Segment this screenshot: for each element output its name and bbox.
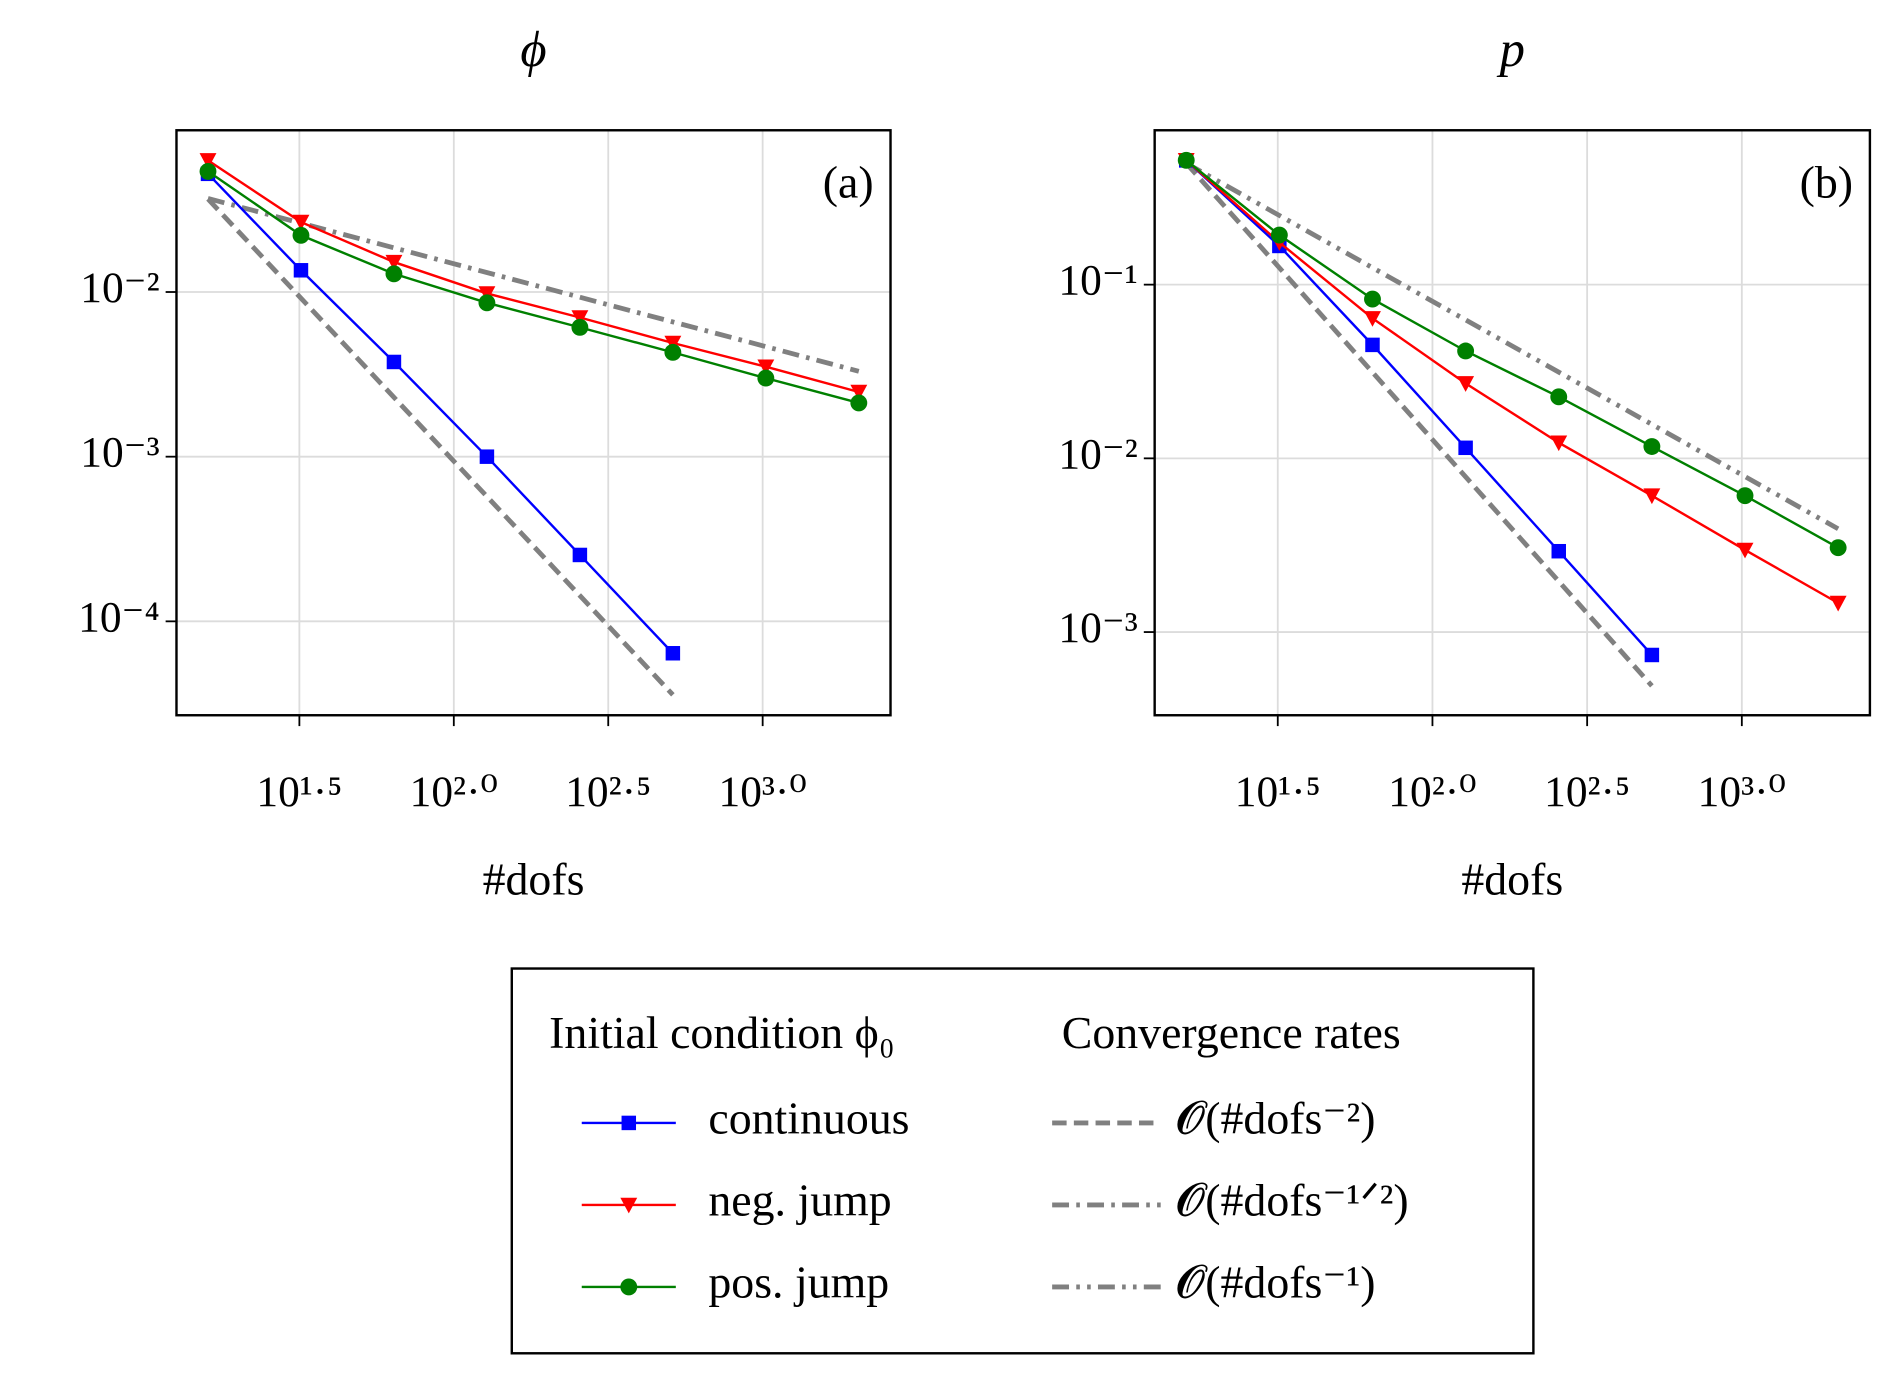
marker bbox=[572, 547, 588, 563]
legend-label: neg. jump bbox=[708, 1174, 891, 1225]
series-line bbox=[207, 196, 860, 374]
legend-label: 𝓞(#dofs⁻²) bbox=[1176, 1092, 1375, 1143]
series-line bbox=[1185, 159, 1653, 656]
x-tick-label: 10²·⁵ bbox=[1544, 768, 1630, 816]
marker bbox=[1270, 226, 1288, 244]
series-line bbox=[207, 159, 860, 394]
y-tick-label: 10⁻⁴ bbox=[78, 593, 159, 641]
series-line bbox=[207, 172, 674, 655]
marker bbox=[479, 449, 495, 464]
marker bbox=[1736, 487, 1754, 505]
y-tick-label: 10⁻¹ bbox=[1058, 257, 1137, 305]
marker bbox=[571, 318, 589, 336]
x-tick-label: 10³·⁰ bbox=[719, 768, 807, 816]
x-tick-label: 10³·⁰ bbox=[1698, 768, 1786, 816]
marker bbox=[757, 359, 775, 376]
marker bbox=[620, 1197, 638, 1214]
marker bbox=[292, 214, 310, 231]
marker bbox=[1550, 388, 1568, 406]
legend-label: 𝓞(#dofs⁻¹) bbox=[1176, 1256, 1375, 1307]
legend-label: 𝓞(#dofs⁻¹ᐟ²) bbox=[1176, 1174, 1408, 1225]
legend-label: continuous bbox=[708, 1092, 909, 1143]
chart-title: ϕ bbox=[520, 21, 546, 77]
marker bbox=[571, 310, 589, 326]
legend-box bbox=[510, 967, 1535, 1355]
marker bbox=[1550, 435, 1568, 452]
marker bbox=[199, 153, 217, 169]
marker bbox=[664, 335, 682, 352]
legend-label: pos. jump bbox=[708, 1256, 889, 1307]
legend-title: Convergence rates bbox=[1062, 1007, 1401, 1058]
marker bbox=[1644, 647, 1660, 663]
marker bbox=[1457, 376, 1475, 392]
x-tick-label: 10²·⁰ bbox=[410, 768, 498, 816]
marker bbox=[1829, 539, 1847, 557]
marker bbox=[1364, 311, 1381, 327]
series-line bbox=[207, 170, 860, 405]
panel-label: (a) bbox=[823, 156, 874, 207]
marker bbox=[385, 265, 403, 283]
x-tick-label: 10²·⁰ bbox=[1388, 768, 1476, 816]
marker bbox=[1829, 595, 1847, 612]
plot-frame bbox=[175, 129, 892, 717]
y-tick-label: 10⁻² bbox=[1058, 430, 1137, 478]
marker bbox=[1457, 342, 1475, 360]
marker bbox=[850, 394, 868, 412]
x-tick-label: 10²·⁵ bbox=[565, 768, 651, 816]
marker bbox=[1177, 151, 1195, 169]
x-tick-label: 10¹·⁵ bbox=[256, 768, 342, 816]
marker bbox=[620, 1278, 638, 1296]
series-line bbox=[1184, 161, 1654, 688]
marker bbox=[1736, 542, 1754, 559]
marker bbox=[621, 1115, 637, 1131]
plot-frame bbox=[1153, 129, 1872, 717]
panel-label: (b) bbox=[1800, 156, 1853, 207]
x-axis-label: #dofs bbox=[483, 854, 585, 905]
marker bbox=[385, 254, 403, 271]
marker bbox=[1643, 438, 1661, 455]
marker bbox=[1643, 488, 1661, 505]
series-line bbox=[1185, 159, 1839, 605]
series-line bbox=[1185, 161, 1840, 531]
series-line bbox=[1185, 159, 1839, 549]
marker bbox=[665, 646, 681, 661]
marker bbox=[386, 354, 402, 370]
y-tick-label: 10⁻³ bbox=[1058, 604, 1137, 652]
legend-title: Initial condition ϕ₀ bbox=[549, 1007, 895, 1058]
marker bbox=[292, 226, 310, 244]
marker bbox=[478, 294, 496, 312]
marker bbox=[1458, 440, 1473, 456]
marker bbox=[1364, 290, 1381, 308]
y-tick-label: 10⁻² bbox=[80, 264, 159, 312]
x-axis-label: #dofs bbox=[1461, 854, 1563, 905]
marker bbox=[1551, 543, 1566, 559]
chart-title: p bbox=[1497, 21, 1525, 77]
marker bbox=[199, 162, 217, 180]
marker bbox=[1365, 337, 1380, 353]
x-tick-label: 10¹·⁵ bbox=[1235, 768, 1321, 816]
marker bbox=[478, 286, 496, 302]
series-line bbox=[206, 197, 675, 697]
marker bbox=[850, 384, 868, 401]
marker bbox=[664, 343, 682, 361]
y-tick-label: 10⁻³ bbox=[80, 429, 159, 477]
marker bbox=[757, 369, 775, 387]
marker bbox=[293, 263, 309, 278]
